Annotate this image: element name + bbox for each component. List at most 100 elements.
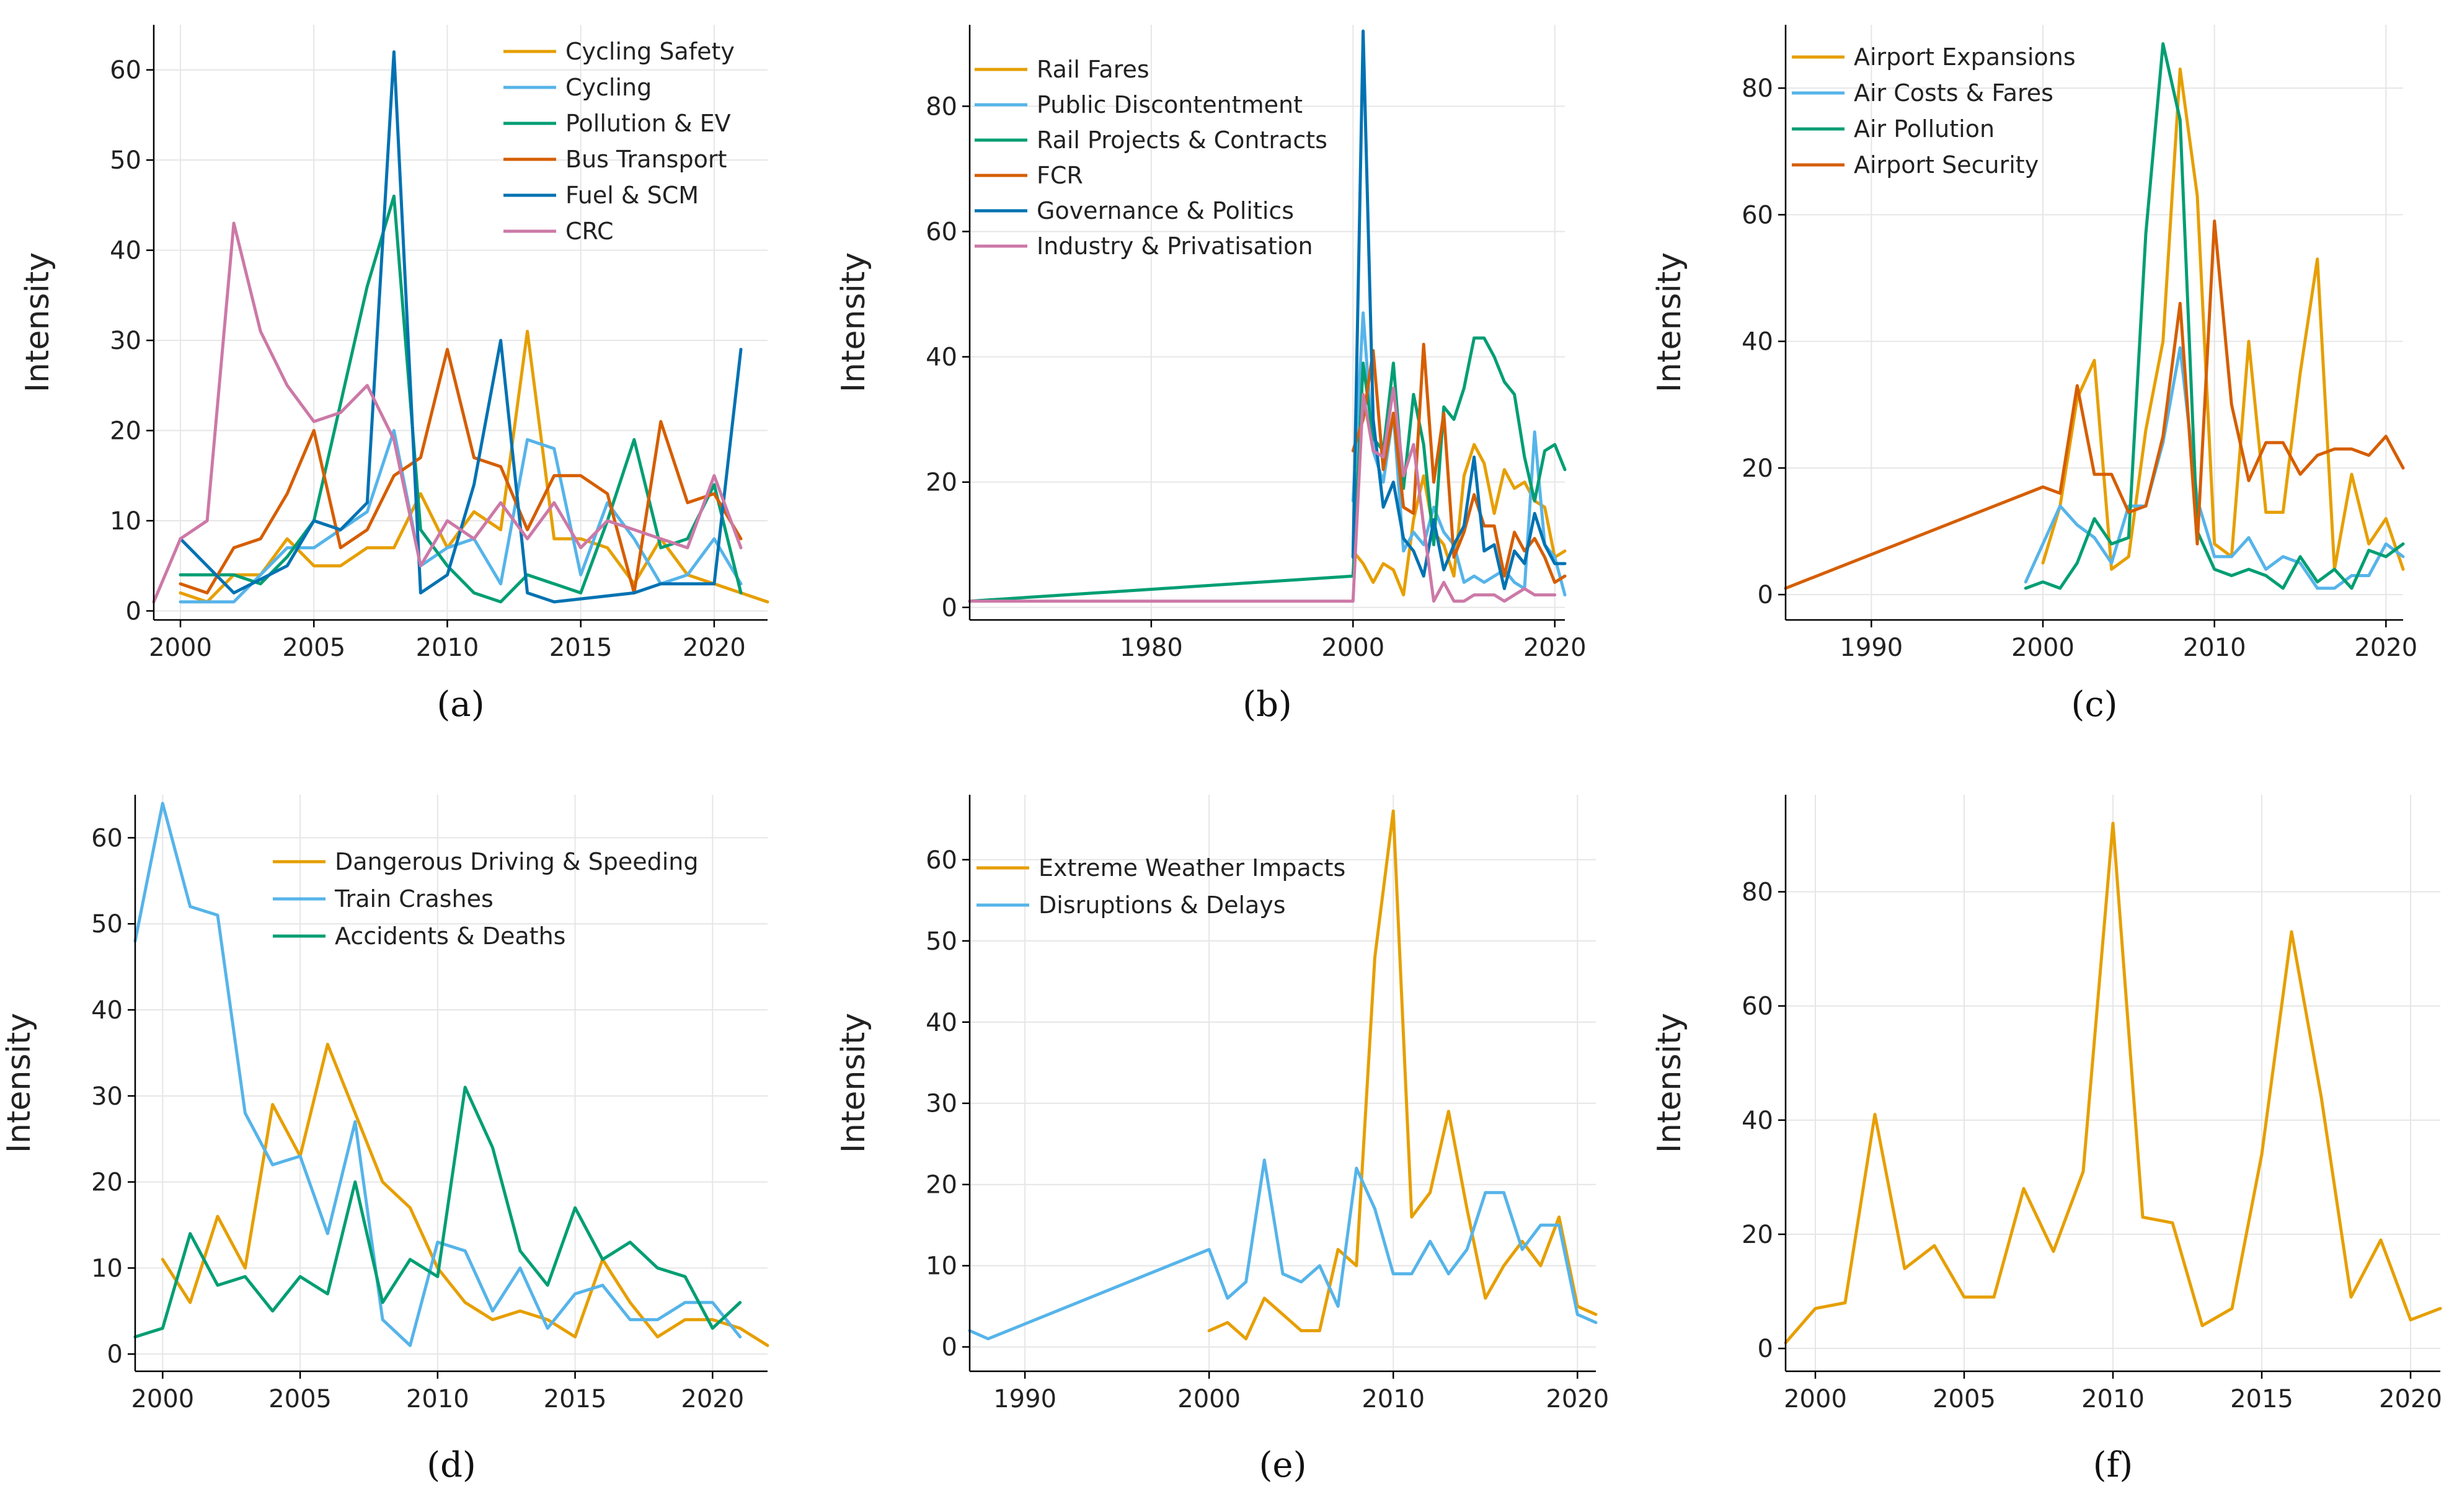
- gridlines: [970, 795, 1596, 1371]
- x-tick-label: 2005: [268, 1385, 332, 1413]
- y-axis-title: Intensity: [1, 1013, 38, 1153]
- y-tick-label: 60: [1742, 993, 1773, 1021]
- y-tick-label: 0: [1758, 581, 1773, 609]
- y-tick-label: 40: [926, 1009, 957, 1037]
- x-tick-label: 2005: [1933, 1385, 1996, 1413]
- x-tick-label: 2000: [1177, 1385, 1241, 1413]
- legend-label: Rail Projects & Contracts: [1037, 126, 1327, 154]
- series-line-disruptions-and-delays: [968, 1158, 1598, 1341]
- y-tick-label: 80: [1742, 878, 1773, 907]
- x-tick-label: 2010: [406, 1385, 469, 1413]
- x-tick-label: 2015: [549, 634, 613, 662]
- series-line-series-0: [1784, 821, 2442, 1345]
- gridlines: [1786, 25, 2403, 620]
- legend: Rail Fares Public Discontentment Rail Proj…: [975, 56, 1327, 260]
- panel-c: 1990 2000 2010 2020 0 20 40 60 80 Intensity (c) Air…: [1651, 25, 2417, 725]
- y-tick-label: 30: [926, 1090, 957, 1118]
- y-tick-label: 80: [1742, 74, 1773, 103]
- legend-label: Pollution & EV: [565, 110, 731, 137]
- legend: Dangerous Driving & Speeding Train Crashe…: [273, 848, 699, 950]
- y-tick-label: 30: [110, 327, 141, 355]
- y-tick-label: 10: [926, 1252, 957, 1281]
- x-tick-label: 2015: [544, 1385, 607, 1413]
- y-tick-label: 50: [926, 927, 957, 956]
- series-line-airport-security: [1784, 219, 2405, 590]
- x-tick-label: 2010: [1362, 1385, 1425, 1413]
- x-tick-label: 2010: [416, 634, 479, 662]
- legend-label: Disruptions & Delays: [1038, 891, 1286, 919]
- series-line-governance-and-politics: [1351, 29, 1567, 590]
- y-tick-label: 0: [107, 1340, 123, 1369]
- y-axis-title: Intensity: [1651, 252, 1688, 392]
- x-tick-label: 2000: [149, 634, 212, 662]
- panel-label: (d): [427, 1445, 476, 1485]
- x-tick-label: 2020: [683, 634, 746, 662]
- y-tick-label: 30: [91, 1082, 123, 1111]
- y-tick-label: 20: [1742, 1221, 1773, 1249]
- y-tick-label: 20: [926, 469, 957, 497]
- series-line-air-pollution: [2024, 42, 2405, 590]
- y-tick-label: 40: [110, 237, 141, 265]
- x-tick-label: 2010: [2183, 634, 2246, 662]
- panel-label: (a): [436, 684, 484, 725]
- x-tick-label: 2020: [2379, 1385, 2442, 1413]
- panel-e: 1990 2000 2010 2020 0 10 20 30 40 50 60 Intensity (e…: [835, 795, 1609, 1485]
- y-tick-label: 60: [110, 56, 141, 85]
- y-tick-label: 20: [110, 417, 141, 446]
- panel-label: (e): [1259, 1445, 1307, 1485]
- series-line-fuel-and-scm: [179, 50, 743, 604]
- legend-label: Fuel & SCM: [565, 182, 699, 209]
- legend-label: Air Pollution: [1854, 115, 1995, 143]
- x-tick-label: 2000: [1784, 1385, 1847, 1413]
- y-tick-label: 10: [110, 507, 141, 536]
- y-tick-label: 60: [926, 218, 957, 246]
- y-tick-label: 0: [1758, 1335, 1773, 1363]
- series-line-train-crashes: [133, 802, 742, 1347]
- x-tick-label: 2015: [2230, 1385, 2293, 1413]
- y-tick-label: 10: [91, 1254, 123, 1283]
- series-line-cycling-safety: [179, 330, 769, 604]
- y-tick-label: 0: [942, 1333, 957, 1362]
- y-tick-label: 80: [926, 92, 957, 121]
- legend-label: Bus Transport: [565, 146, 727, 173]
- y-tick-label: 20: [1742, 454, 1773, 483]
- panel-d: 2000 2005 2010 2015 2020 0 10 20 30 40 50 60 Intensi…: [1, 795, 769, 1485]
- panel-b: 1980 2000 2020 0 20 40 60 80 Intensity (b) Rail Fa…: [835, 25, 1587, 725]
- legend-label: Rail Fares: [1037, 56, 1149, 83]
- y-tick-label: 0: [126, 597, 141, 626]
- legend-label: Airport Security: [1854, 151, 2039, 179]
- y-tick-label: 60: [926, 846, 957, 875]
- panel-a: 2000 2005 2010 2015 2020 0 10 20 30 40 50 60 Intensi…: [19, 25, 769, 725]
- x-tick-label: 2020: [2354, 634, 2417, 662]
- x-tick-label: 1980: [1120, 634, 1183, 662]
- y-tick-label: 20: [926, 1171, 957, 1200]
- y-axis-title: Intensity: [19, 252, 56, 392]
- legend-label: Air Costs & Fares: [1854, 79, 2053, 107]
- gridlines: [1786, 795, 2440, 1371]
- series-line-pollution-and-ev: [179, 194, 743, 604]
- y-axis-title: Intensity: [835, 1013, 872, 1153]
- legend-label: FCR: [1037, 162, 1083, 189]
- gridlines: [154, 25, 768, 620]
- x-tick-label: 1990: [1840, 634, 1903, 662]
- y-tick-label: 40: [1742, 1107, 1773, 1135]
- series-line-extreme-weather-impacts: [1207, 809, 1598, 1341]
- legend-label: Airport Expansions: [1854, 43, 2076, 71]
- legend-label: Extreme Weather Impacts: [1038, 854, 1345, 882]
- series-line-industry-and-privatisation: [968, 386, 1557, 603]
- y-tick-label: 20: [91, 1169, 123, 1197]
- series-line-bus-transport: [179, 348, 743, 595]
- series-line-dangerous-driving-and-speeding: [161, 1043, 769, 1347]
- legend-label: CRC: [565, 218, 614, 245]
- panel-label: (f): [2093, 1445, 2133, 1485]
- legend-label: Industry & Privatisation: [1037, 232, 1313, 260]
- legend: Airport Expansions Air Costs & Fares Air P…: [1792, 43, 2076, 179]
- legend-label: Governance & Politics: [1037, 197, 1294, 224]
- legend-label: Dangerous Driving & Speeding: [335, 848, 699, 875]
- legend-label: Train Crashes: [334, 885, 494, 913]
- y-axis-title: Intensity: [1651, 1013, 1688, 1153]
- x-tick-label: 2000: [131, 1385, 194, 1413]
- series-line-accidents-and-deaths: [133, 1085, 742, 1338]
- legend-label: Accidents & Deaths: [335, 922, 565, 950]
